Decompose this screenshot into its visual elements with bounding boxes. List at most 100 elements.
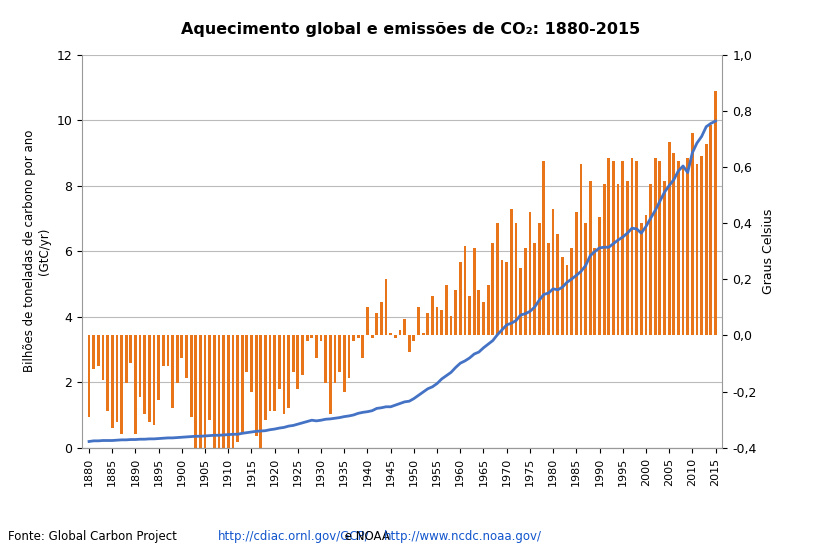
Bar — [199, 335, 202, 467]
Bar — [501, 259, 503, 335]
Bar — [222, 335, 225, 459]
Bar — [714, 91, 717, 335]
Bar — [148, 335, 151, 423]
Bar — [92, 335, 95, 369]
Bar — [301, 335, 304, 375]
Bar — [649, 184, 652, 335]
Bar — [505, 263, 508, 335]
Bar — [492, 243, 494, 335]
Bar — [515, 223, 517, 335]
Bar — [389, 333, 392, 335]
Bar — [450, 316, 452, 335]
Bar — [264, 335, 267, 420]
Bar — [436, 307, 438, 335]
Bar — [158, 335, 160, 400]
Bar — [250, 335, 253, 391]
Bar — [172, 335, 174, 408]
Bar — [412, 335, 415, 341]
Bar — [291, 335, 295, 372]
Bar — [612, 161, 615, 335]
Bar — [487, 285, 489, 335]
Bar — [473, 248, 475, 335]
Bar — [557, 234, 559, 335]
Y-axis label: Graus Celsius: Graus Celsius — [762, 209, 775, 294]
Bar — [519, 268, 522, 335]
Bar — [130, 335, 132, 364]
Bar — [667, 141, 671, 335]
Bar — [440, 310, 443, 335]
Bar — [153, 335, 155, 425]
Bar — [580, 164, 582, 335]
Bar — [209, 335, 211, 420]
Text: Aquecimento global e emissões de CO₂: 1880-2015: Aquecimento global e emissões de CO₂: 18… — [181, 22, 640, 37]
Bar — [464, 246, 466, 335]
Bar — [329, 335, 332, 414]
Bar — [426, 313, 429, 335]
Bar — [310, 335, 313, 338]
Bar — [398, 330, 401, 335]
Bar — [454, 290, 457, 335]
Bar — [445, 285, 447, 335]
Bar — [371, 335, 374, 338]
Bar — [116, 335, 118, 423]
Bar — [709, 125, 713, 335]
Bar — [626, 181, 629, 335]
Bar — [236, 335, 239, 442]
Bar — [111, 335, 113, 428]
Bar — [552, 209, 554, 335]
Bar — [594, 248, 596, 335]
Bar — [478, 290, 480, 335]
Bar — [97, 335, 99, 366]
Bar — [640, 223, 643, 335]
Bar — [658, 161, 661, 335]
Bar — [296, 335, 300, 389]
Bar — [403, 318, 406, 335]
Bar — [245, 335, 248, 372]
Bar — [102, 335, 104, 381]
Bar — [338, 335, 341, 372]
Bar — [654, 158, 657, 335]
Bar — [333, 335, 337, 383]
Bar — [361, 335, 365, 358]
Bar — [543, 161, 545, 335]
Bar — [139, 335, 141, 397]
Bar — [394, 335, 397, 338]
Text: http://cdiac.ornl.gov/GCP/: http://cdiac.ornl.gov/GCP/ — [218, 530, 369, 543]
Bar — [176, 335, 179, 383]
Bar — [125, 335, 127, 383]
Bar — [482, 302, 485, 335]
Bar — [195, 335, 197, 456]
Text: Fonte: Global Carbon Project: Fonte: Global Carbon Project — [8, 530, 181, 543]
Bar — [357, 335, 360, 338]
Bar — [380, 302, 383, 335]
Bar — [561, 257, 564, 335]
Bar — [635, 161, 638, 335]
Bar — [431, 296, 433, 335]
Bar — [496, 223, 499, 335]
Bar — [167, 335, 169, 366]
Text: e NOAA: e NOAA — [341, 530, 393, 543]
Bar — [385, 279, 388, 335]
Bar — [190, 335, 193, 417]
Bar — [259, 335, 262, 467]
Bar — [585, 223, 587, 335]
Bar — [603, 184, 606, 335]
Bar — [204, 335, 206, 462]
Bar — [273, 335, 276, 411]
Bar — [575, 212, 578, 335]
Bar — [162, 335, 165, 366]
Bar — [185, 335, 188, 377]
Bar — [686, 158, 689, 335]
Bar — [524, 248, 526, 335]
Bar — [529, 212, 531, 335]
Bar — [417, 307, 420, 335]
Bar — [88, 335, 90, 417]
Bar — [672, 153, 675, 335]
Bar — [533, 243, 536, 335]
Bar — [459, 263, 461, 335]
Bar — [599, 217, 601, 335]
Bar — [705, 145, 708, 335]
Bar — [227, 335, 230, 456]
Bar — [315, 335, 318, 358]
Bar — [422, 333, 424, 335]
